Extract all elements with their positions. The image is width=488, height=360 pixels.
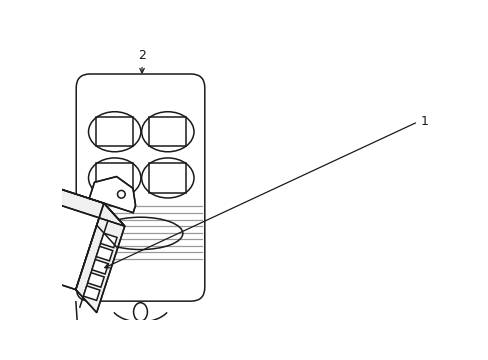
FancyBboxPatch shape — [76, 74, 204, 301]
Polygon shape — [0, 142, 15, 172]
Polygon shape — [101, 233, 117, 248]
Text: 2: 2 — [138, 49, 146, 62]
Polygon shape — [0, 166, 103, 289]
Polygon shape — [89, 176, 135, 213]
Bar — [149, 163, 186, 193]
Polygon shape — [87, 273, 104, 287]
Polygon shape — [96, 246, 113, 261]
Bar — [149, 117, 186, 147]
Bar — [96, 117, 133, 147]
Bar — [96, 163, 133, 193]
Polygon shape — [76, 203, 124, 312]
Text: 1: 1 — [420, 115, 428, 128]
Polygon shape — [0, 166, 124, 226]
Polygon shape — [92, 260, 108, 274]
Polygon shape — [83, 286, 100, 300]
